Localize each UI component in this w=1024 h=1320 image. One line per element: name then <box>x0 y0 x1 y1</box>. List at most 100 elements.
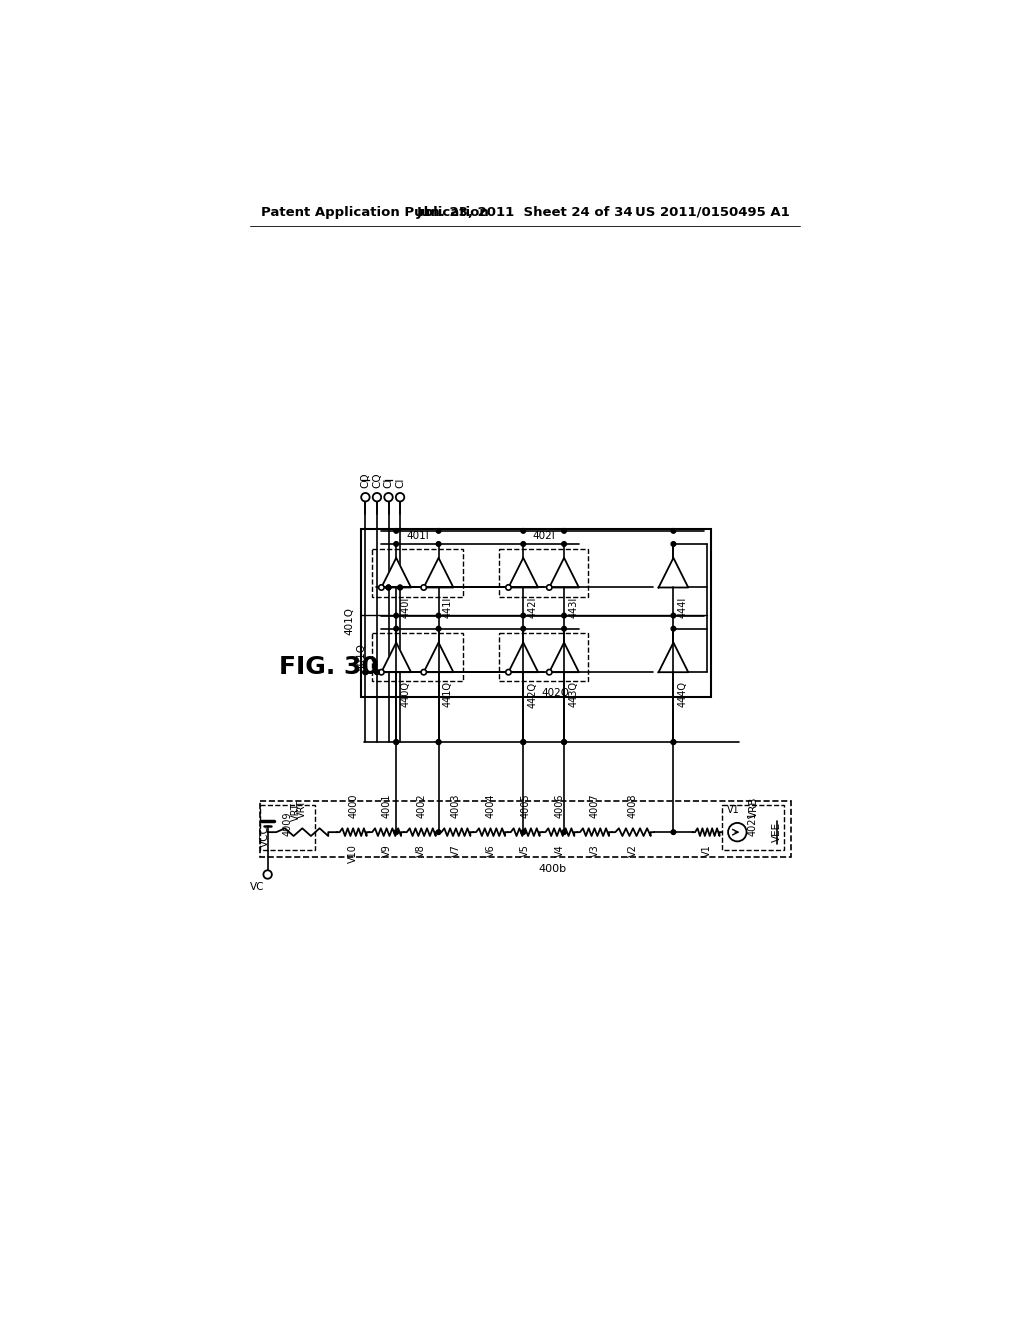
Text: CI: CI <box>384 478 393 488</box>
Text: V6: V6 <box>485 845 496 857</box>
Circle shape <box>421 669 426 675</box>
Circle shape <box>364 669 368 675</box>
Circle shape <box>394 528 398 533</box>
Circle shape <box>562 528 566 533</box>
Text: 4008: 4008 <box>628 793 638 818</box>
Circle shape <box>421 585 426 590</box>
Circle shape <box>562 614 566 618</box>
Text: 400b: 400b <box>538 865 566 874</box>
Circle shape <box>562 739 566 744</box>
Text: V10: V10 <box>348 845 358 863</box>
Polygon shape <box>381 643 411 672</box>
Circle shape <box>436 830 441 834</box>
Text: Jun. 23, 2011  Sheet 24 of 34: Jun. 23, 2011 Sheet 24 of 34 <box>417 206 633 219</box>
Circle shape <box>397 585 402 590</box>
Circle shape <box>521 541 525 546</box>
Text: 4000: 4000 <box>348 793 358 818</box>
Circle shape <box>397 585 402 590</box>
Text: CQ: CQ <box>372 473 382 488</box>
Text: 443Q: 443Q <box>568 681 579 708</box>
Polygon shape <box>658 558 688 587</box>
Circle shape <box>436 541 441 546</box>
Text: VRT: VRT <box>297 800 307 818</box>
Text: FIG. 30: FIG. 30 <box>280 655 379 678</box>
Polygon shape <box>549 558 579 587</box>
Circle shape <box>728 822 746 841</box>
Circle shape <box>436 739 441 744</box>
Text: Patent Application Publication: Patent Application Publication <box>261 206 489 219</box>
Circle shape <box>562 830 566 834</box>
Circle shape <box>671 614 676 618</box>
Circle shape <box>521 614 525 618</box>
Circle shape <box>521 739 525 744</box>
Circle shape <box>547 669 552 675</box>
Text: 441I: 441I <box>443 597 453 618</box>
Text: 443I: 443I <box>568 597 579 618</box>
Circle shape <box>562 627 566 631</box>
Circle shape <box>394 739 398 744</box>
Text: VC: VC <box>250 882 265 892</box>
Text: V5: V5 <box>520 845 530 858</box>
Text: V9: V9 <box>382 845 391 857</box>
Text: 4004: 4004 <box>485 793 496 818</box>
Text: 4007: 4007 <box>590 793 599 818</box>
Circle shape <box>394 627 398 631</box>
Circle shape <box>386 585 391 590</box>
Text: 401I: 401I <box>406 531 429 541</box>
Circle shape <box>562 541 566 546</box>
Circle shape <box>373 492 381 502</box>
Text: 401Q: 401Q <box>356 643 366 672</box>
Circle shape <box>436 739 441 744</box>
Circle shape <box>436 528 441 533</box>
Text: V3: V3 <box>590 845 599 857</box>
Circle shape <box>671 739 676 744</box>
Text: 402I: 402I <box>532 531 555 541</box>
Circle shape <box>263 870 271 879</box>
Text: 440I: 440I <box>400 597 411 618</box>
Circle shape <box>671 739 676 744</box>
Polygon shape <box>381 558 411 587</box>
Circle shape <box>506 585 511 590</box>
Circle shape <box>375 669 379 675</box>
Text: US 2011/0150495 A1: US 2011/0150495 A1 <box>635 206 790 219</box>
Circle shape <box>671 627 676 631</box>
Text: V8: V8 <box>416 845 426 857</box>
Circle shape <box>671 541 676 546</box>
Polygon shape <box>424 558 454 587</box>
Circle shape <box>379 585 384 590</box>
Circle shape <box>396 492 404 502</box>
Text: 4002: 4002 <box>416 793 426 818</box>
Text: 4003: 4003 <box>451 793 461 818</box>
Circle shape <box>394 614 398 618</box>
Text: V4: V4 <box>555 845 565 857</box>
Text: VRT: VRT <box>291 803 301 821</box>
Circle shape <box>384 492 393 502</box>
Text: CQ: CQ <box>360 473 371 488</box>
Text: V1: V1 <box>702 845 713 857</box>
Circle shape <box>436 627 441 631</box>
Circle shape <box>521 627 525 631</box>
Polygon shape <box>509 643 538 672</box>
Text: VEE: VEE <box>772 822 782 842</box>
Text: V7: V7 <box>451 845 461 858</box>
Text: 4009: 4009 <box>283 812 293 836</box>
Text: 4021: 4021 <box>748 812 758 836</box>
Text: CI: CI <box>395 478 406 488</box>
Circle shape <box>521 739 525 744</box>
Polygon shape <box>658 643 688 672</box>
Circle shape <box>394 830 398 834</box>
Text: V1: V1 <box>727 805 740 816</box>
Text: 441Q: 441Q <box>443 681 453 708</box>
Circle shape <box>375 669 379 675</box>
Text: 442I: 442I <box>527 597 538 618</box>
Text: V2: V2 <box>628 845 638 858</box>
Circle shape <box>506 669 511 675</box>
Circle shape <box>671 830 676 834</box>
Text: VRB: VRB <box>750 797 759 818</box>
Polygon shape <box>549 643 579 672</box>
Circle shape <box>361 492 370 502</box>
Text: 444I: 444I <box>678 597 688 618</box>
Text: 440Q: 440Q <box>400 681 411 708</box>
Circle shape <box>562 739 566 744</box>
Circle shape <box>521 528 525 533</box>
